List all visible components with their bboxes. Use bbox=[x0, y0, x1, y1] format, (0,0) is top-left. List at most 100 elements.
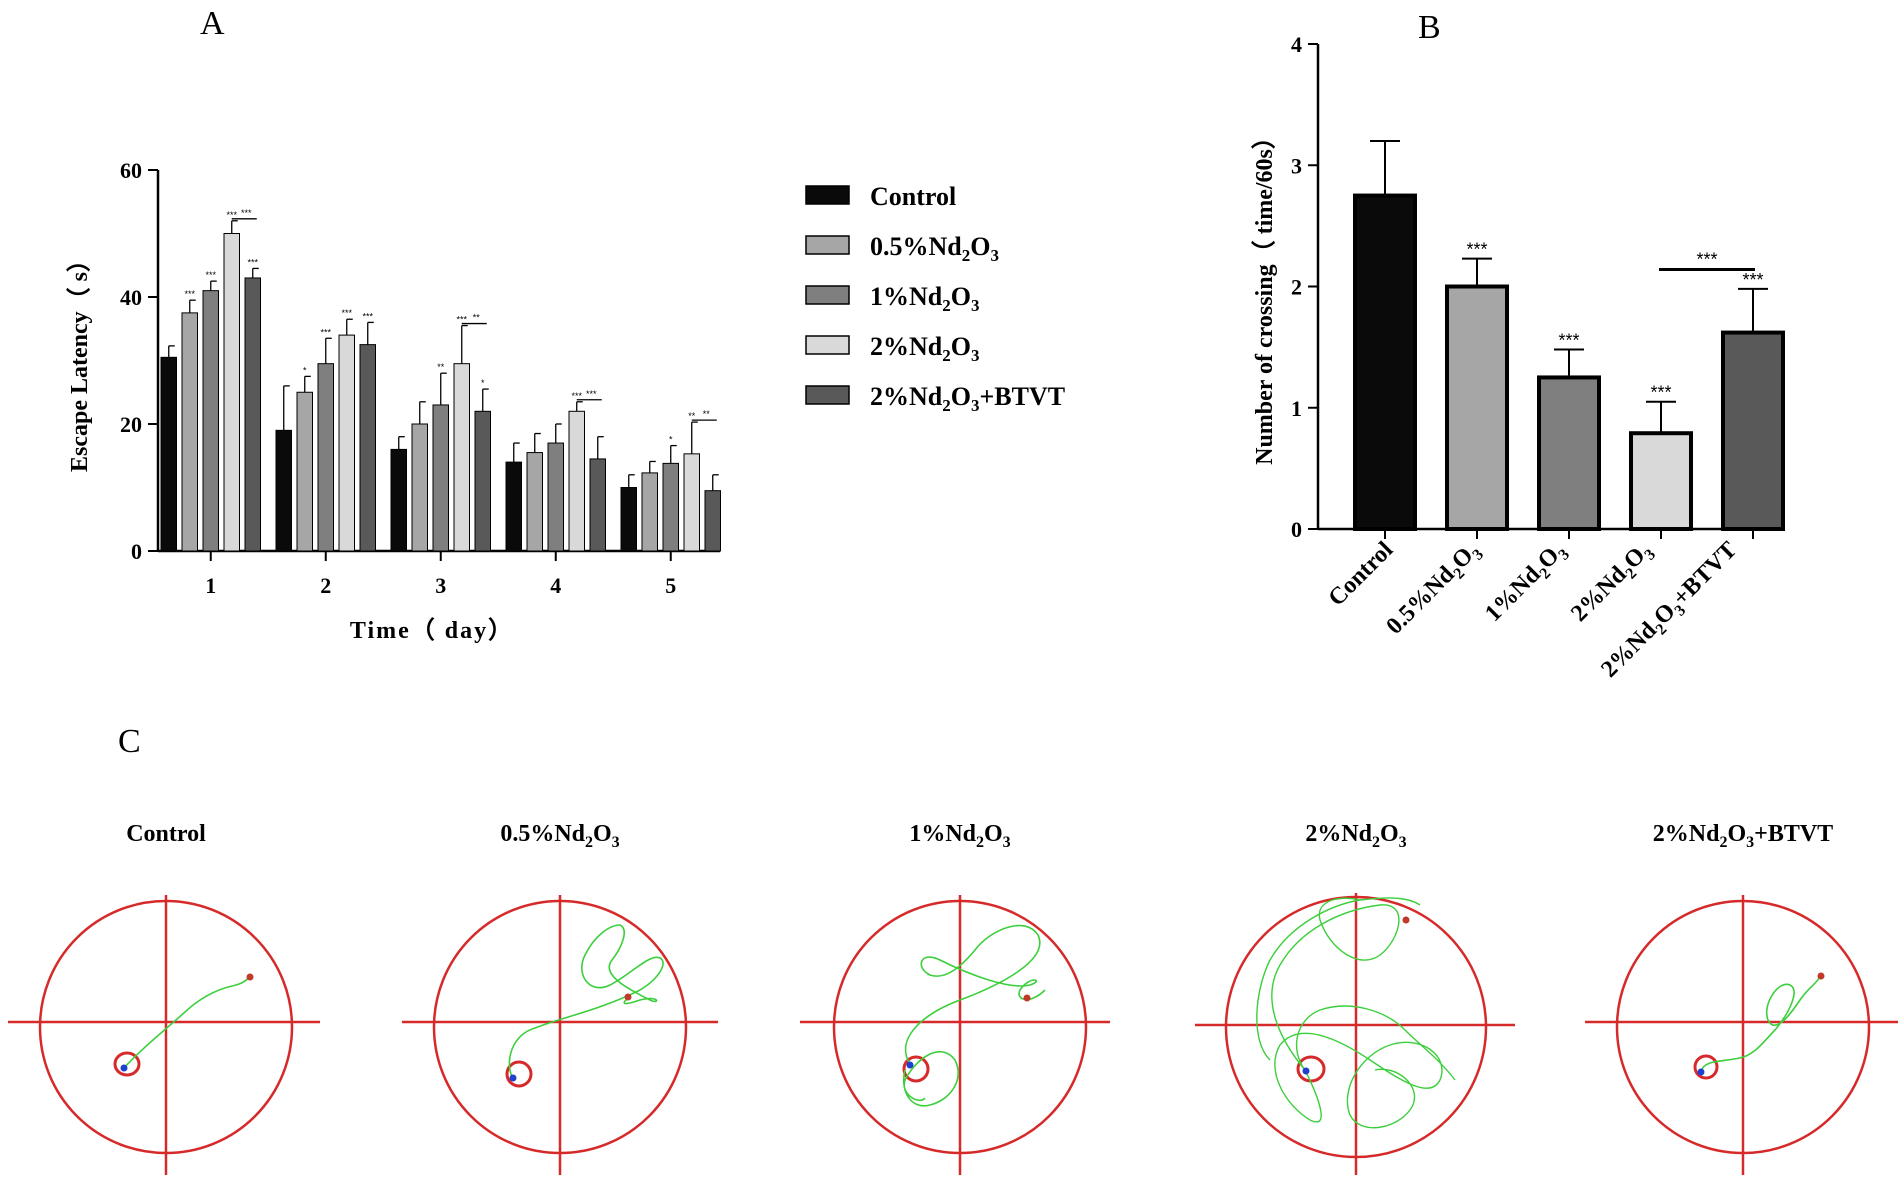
platform-circle bbox=[1693, 1054, 1719, 1080]
chart-a-bar bbox=[202, 290, 219, 552]
legend-swatch-nd2-btvt bbox=[805, 385, 850, 405]
chart-b-bracket-label: *** bbox=[1696, 250, 1717, 270]
track-nd05 bbox=[402, 895, 718, 1175]
end-point bbox=[1697, 1068, 1705, 1076]
chart-b-category-nd2: 2%Nd2O3 bbox=[1566, 537, 1659, 630]
chart-a-bar bbox=[317, 363, 334, 552]
start-point bbox=[1023, 994, 1031, 1002]
chart-a-legend: Control 0.5%Nd2O3 1%Nd2O3 2%Nd2O3 2%Nd2O… bbox=[805, 182, 1065, 415]
chart-b-bar bbox=[1721, 330, 1785, 532]
chart-a-significance: *** bbox=[362, 311, 373, 321]
chart-b-bar bbox=[1353, 193, 1417, 531]
legend-label-nd2-btvt: 2%Nd2O3+BTVT bbox=[870, 382, 1065, 415]
legend-swatch-nd1 bbox=[805, 285, 850, 305]
legend-label-nd1: 1%Nd2O3 bbox=[870, 282, 979, 315]
chart-a-bracket-label: ** bbox=[473, 313, 481, 323]
end-point bbox=[906, 1061, 914, 1069]
track-title-nd2-btvt: 2%Nd2O3+BTVT bbox=[1653, 821, 1833, 851]
chart-a-bar bbox=[223, 233, 240, 552]
chart-a-bar bbox=[662, 462, 679, 552]
chart-a-y-label: Escape Latency（ s） bbox=[66, 248, 93, 472]
chart-b-significance: *** bbox=[1742, 270, 1763, 290]
chart-b-bars: *** *** *** *** *** bbox=[1353, 140, 1785, 539]
chart-a-bar bbox=[160, 356, 177, 552]
chart-a-bar bbox=[589, 458, 606, 552]
chart-a-significance: *** bbox=[456, 315, 467, 325]
chart-a-significance: ** bbox=[437, 362, 445, 372]
chart-a-bracket-label: *** bbox=[241, 208, 252, 218]
legend-label-nd2: 2%Nd2O3 bbox=[870, 332, 979, 365]
chart-b-category-nd05: 0.5%Nd2O3 bbox=[1381, 537, 1487, 643]
chart-a-significance: *** bbox=[571, 391, 582, 401]
chart-a-bar bbox=[505, 461, 522, 552]
chart-b-category-nd1: 1%Nd2O3 bbox=[1480, 537, 1573, 630]
chart-a-y-tick-label: 40 bbox=[120, 285, 142, 310]
chart-b-significance: *** bbox=[1466, 240, 1487, 260]
chart-b-number-of-crossing: 0 1 2 3 4 *** *** *** *** *** Number of crossing… bbox=[1251, 32, 1785, 686]
chart-a-bar bbox=[390, 448, 407, 552]
chart-b-significance: *** bbox=[1558, 331, 1579, 351]
start-point bbox=[246, 973, 254, 981]
chart-a-y-ticks: 0 20 40 60 bbox=[120, 158, 158, 564]
legend-label-nd05: 0.5%Nd2O3 bbox=[870, 232, 999, 265]
chart-b-bar bbox=[1537, 375, 1601, 531]
chart-a-bar bbox=[526, 452, 543, 552]
end-point bbox=[120, 1064, 128, 1072]
chart-a-y-tick-label: 20 bbox=[120, 412, 142, 437]
chart-b-y-tick-label: 4 bbox=[1291, 32, 1302, 57]
chart-a-significance: *** bbox=[247, 257, 258, 267]
chart-a-bar bbox=[338, 334, 355, 552]
chart-a-x-ticks: 1 2 3 4 5 bbox=[205, 551, 676, 598]
chart-a-significance: * bbox=[481, 378, 485, 388]
chart-a-bar bbox=[244, 277, 261, 552]
chart-b-significance: *** bbox=[1650, 383, 1671, 403]
track-nd2 bbox=[1195, 893, 1515, 1175]
chart-a-significance: *** bbox=[184, 289, 195, 299]
track-title-nd2: 2%Nd2O3 bbox=[1305, 821, 1406, 851]
chart-a-bar bbox=[547, 442, 564, 552]
chart-b-bar bbox=[1445, 284, 1509, 531]
chart-b-y-ticks: 0 1 2 3 4 bbox=[1291, 32, 1318, 542]
chart-b-y-tick-label: 0 bbox=[1291, 517, 1302, 542]
chart-a-x-tick-label: 4 bbox=[550, 573, 561, 598]
chart-a-x-tick-label: 5 bbox=[665, 573, 676, 598]
panel-label-b: B bbox=[1418, 9, 1441, 46]
chart-b-y-tick-label: 3 bbox=[1291, 153, 1302, 178]
chart-a-bar bbox=[453, 363, 470, 552]
chart-a-bars: ******************* *********************… bbox=[160, 208, 721, 552]
track-title-control: Control bbox=[126, 821, 206, 847]
end-point bbox=[509, 1074, 517, 1082]
chart-a-x-tick-label: 1 bbox=[205, 573, 216, 598]
track-nd1 bbox=[800, 895, 1110, 1175]
legend-swatch-nd05 bbox=[805, 235, 850, 255]
platform-circle bbox=[902, 1055, 930, 1083]
swim-tracks: Control 0.5%Nd2O3 1%Nd2O3 2%Nd2O3 2%Nd2O… bbox=[8, 821, 1898, 1175]
track-title-nd1: 1%Nd2O3 bbox=[909, 821, 1010, 851]
chart-a-bar bbox=[296, 391, 313, 552]
track-title-nd05: 0.5%Nd2O3 bbox=[500, 821, 619, 851]
chart-a-bar bbox=[704, 490, 721, 552]
end-point bbox=[1302, 1067, 1310, 1075]
chart-a-significance: * bbox=[669, 435, 673, 445]
chart-a-bracket-label: ** bbox=[703, 409, 711, 419]
chart-a-significance: *** bbox=[341, 308, 352, 318]
chart-a-significance: ** bbox=[688, 411, 696, 421]
chart-b-y-tick-label: 1 bbox=[1291, 396, 1302, 421]
chart-a-bar bbox=[568, 410, 585, 552]
track-nd2-btvt bbox=[1585, 895, 1898, 1175]
platform-circle bbox=[505, 1060, 533, 1088]
chart-a-significance: *** bbox=[320, 327, 331, 337]
chart-a-significance: *** bbox=[226, 210, 237, 220]
chart-a-bar bbox=[359, 344, 376, 552]
swim-path bbox=[1700, 976, 1821, 1072]
chart-b-category-control: Control bbox=[1324, 537, 1399, 612]
chart-a-significance: * bbox=[303, 365, 307, 375]
panel-label-c: C bbox=[118, 723, 141, 760]
chart-a-x-tick-label: 3 bbox=[435, 573, 446, 598]
chart-a-bracket-label: *** bbox=[586, 389, 597, 399]
chart-a-bar bbox=[620, 487, 637, 552]
swim-path bbox=[123, 975, 251, 1069]
swim-path bbox=[903, 924, 1046, 1107]
